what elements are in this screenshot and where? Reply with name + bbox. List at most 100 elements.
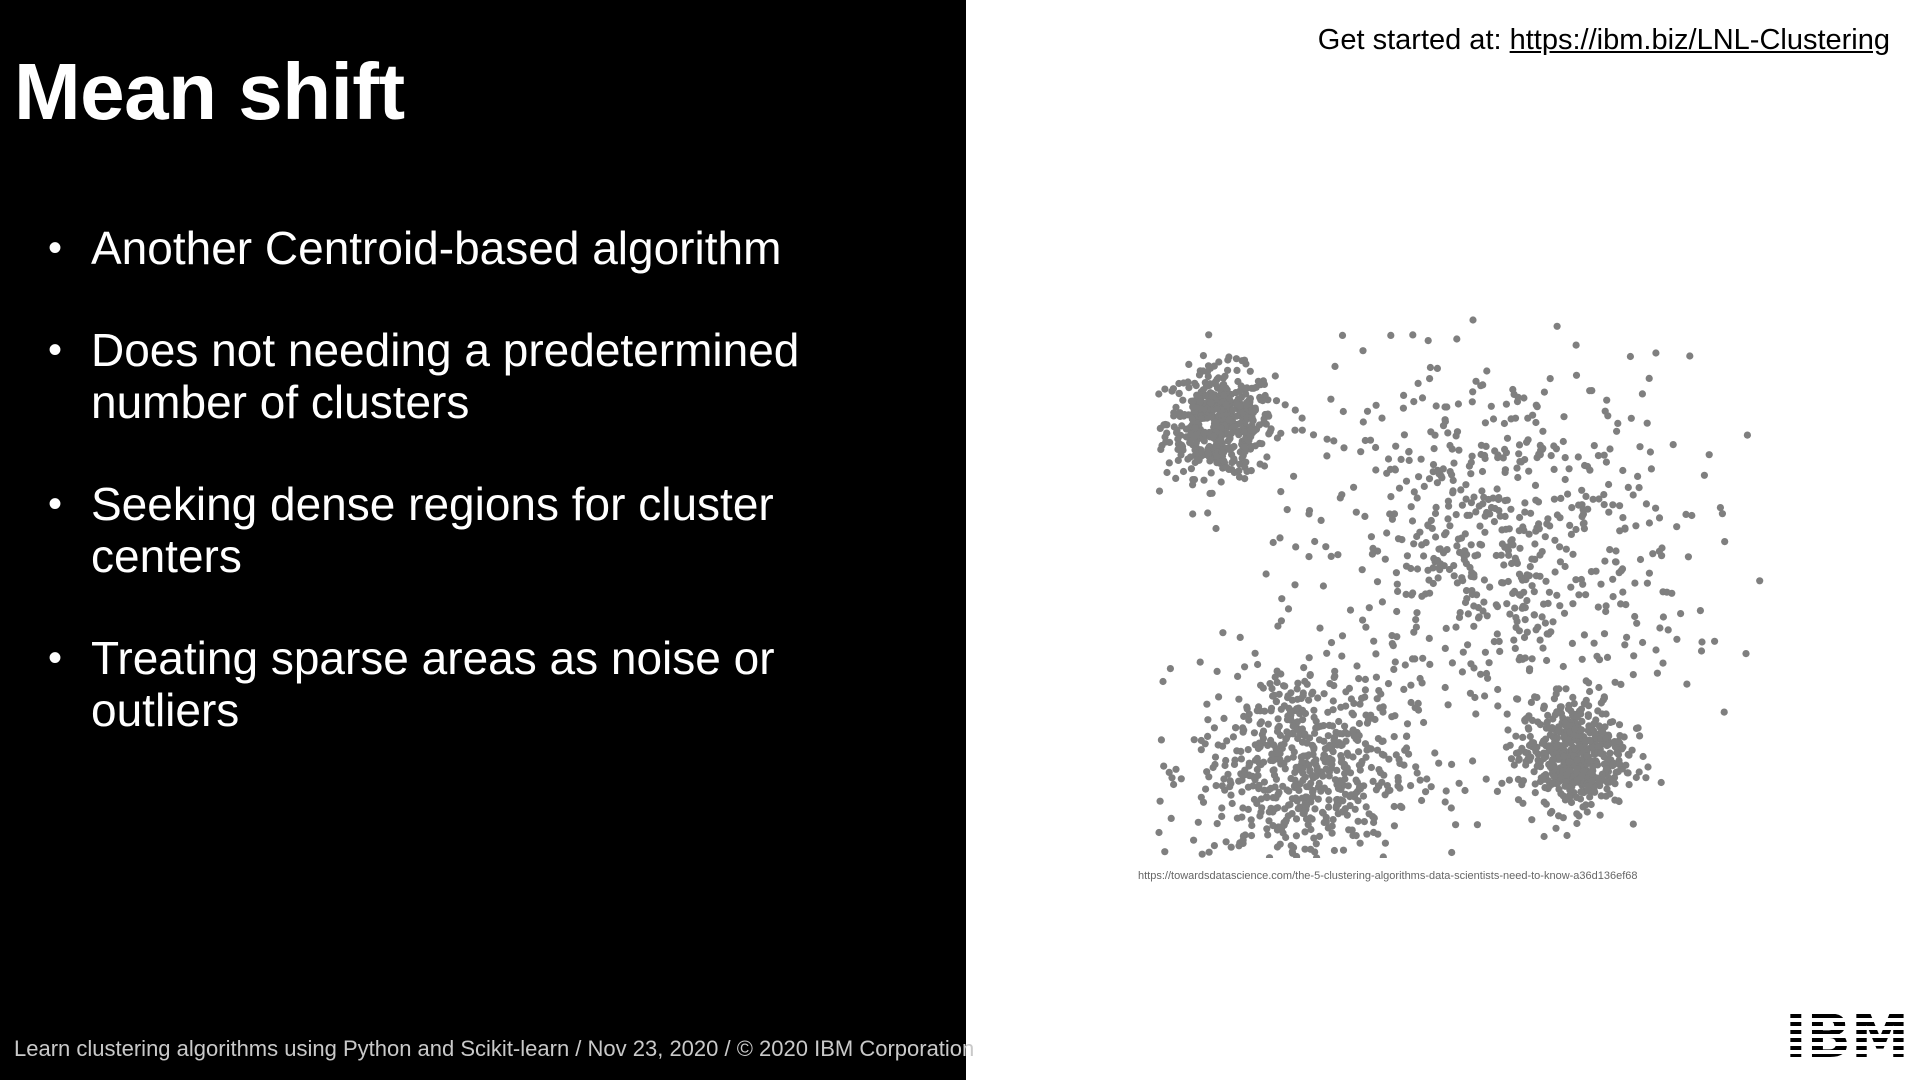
scatter-point: [1205, 331, 1213, 339]
scatter-point: [1220, 775, 1228, 783]
scatter-point: [1365, 810, 1373, 818]
scatter-point: [1329, 748, 1337, 756]
scatter-point: [1586, 687, 1594, 696]
scatter-point: [1157, 736, 1165, 744]
scatter-point: [1323, 435, 1331, 443]
scatter-point: [1502, 400, 1510, 408]
scatter-point: [1413, 609, 1421, 617]
scatter-point: [1166, 438, 1174, 446]
scatter-point: [1293, 685, 1301, 693]
scatter-point: [1315, 736, 1324, 744]
scatter-point: [1350, 483, 1358, 491]
scatter-point: [1354, 817, 1362, 825]
scatter-point: [1220, 457, 1228, 465]
scatter-point: [1623, 633, 1631, 641]
scatter-point: [1205, 848, 1213, 856]
scatter-point: [1560, 413, 1568, 421]
scatter-point: [1220, 380, 1228, 388]
scatter-point: [1247, 442, 1255, 451]
scatter-point: [1341, 722, 1349, 730]
scatter-point: [1426, 660, 1434, 668]
scatter-point: [1504, 726, 1512, 734]
scatter-point: [1211, 418, 1219, 426]
scatter-point: [1656, 624, 1664, 632]
scatter-point: [1612, 547, 1620, 555]
scatter-point: [1642, 500, 1650, 508]
scatter-point: [1415, 473, 1423, 481]
scatter-point: [1573, 776, 1581, 784]
scatter-point: [1305, 761, 1313, 770]
scatter-point: [1277, 741, 1285, 749]
scatter-point: [1700, 471, 1708, 479]
ibm-logo-text: IBM: [1785, 1006, 1909, 1062]
scatter-point: [1174, 456, 1182, 464]
scatter-point: [1614, 419, 1622, 427]
scatter-point: [1325, 803, 1333, 811]
scatter-point: [1401, 746, 1409, 754]
scatter-point: [1211, 753, 1220, 761]
scatter-point: [1519, 733, 1527, 742]
scatter-point: [1634, 472, 1642, 480]
scatter-point: [1455, 446, 1463, 454]
scatter-point: [1429, 579, 1437, 588]
scatter-point: [1303, 793, 1311, 801]
scatter-point: [1624, 750, 1632, 759]
scatter-point: [1390, 802, 1398, 811]
scatter-point: [1311, 537, 1319, 546]
scatter-point: [1230, 442, 1238, 451]
scatter-point: [1328, 822, 1336, 830]
scatter-point: [1203, 368, 1211, 376]
scatter-point: [1470, 570, 1478, 579]
scatter-point: [1295, 786, 1303, 795]
scatter-point: [1322, 543, 1330, 551]
scatter-point: [1242, 390, 1250, 398]
scatter-point: [1299, 706, 1307, 714]
scatter-point: [1682, 510, 1690, 518]
scatter-point: [1373, 578, 1382, 586]
scatter-point: [1220, 391, 1228, 399]
scatter-point: [1544, 711, 1552, 719]
scatter-point: [1596, 811, 1604, 819]
scatter-point: [1292, 543, 1300, 551]
scatter-point: [1495, 637, 1503, 645]
scatter-point: [1157, 445, 1165, 453]
scatter-point: [1514, 473, 1522, 482]
scatter-point: [1520, 394, 1528, 402]
scatter-point: [1638, 390, 1646, 398]
scatter-point: [1600, 693, 1608, 701]
scatter-point: [1305, 654, 1313, 662]
scatter-point: [1504, 577, 1512, 586]
scatter-point: [1571, 725, 1579, 733]
slide-title: Mean shift: [14, 47, 405, 136]
scatter-point: [1603, 778, 1611, 787]
scatter-point: [1463, 595, 1471, 603]
scatter-point: [1233, 747, 1241, 755]
scatter-point: [1361, 675, 1369, 683]
scatter-point: [1339, 407, 1347, 416]
scatter-point: [1349, 726, 1357, 734]
scatter-point: [1396, 802, 1405, 810]
scatter-point: [1636, 732, 1644, 740]
scatter-point: [1521, 499, 1529, 507]
get-started-link[interactable]: https://ibm.biz/LNL-Clustering: [1509, 24, 1890, 56]
scatter-point: [1290, 472, 1298, 480]
scatter-point: [1328, 829, 1336, 837]
scatter-point: [1240, 771, 1248, 779]
scatter-point: [1294, 734, 1302, 743]
scatter-point: [1250, 795, 1258, 804]
scatter-point: [1291, 776, 1299, 784]
scatter-point: [1265, 817, 1273, 825]
scatter-point: [1603, 785, 1611, 793]
scatter-point: [1165, 768, 1173, 777]
scatter-point: [1331, 776, 1339, 784]
scatter-point: [1621, 525, 1629, 533]
scatter-point: [1432, 533, 1440, 541]
scatter-point: [1507, 755, 1516, 763]
scatter-point: [1230, 423, 1239, 431]
scatter-point: [1515, 570, 1524, 578]
scatter-point: [1565, 465, 1573, 473]
scatter-point: [1372, 443, 1380, 452]
scatter-point: [1553, 591, 1561, 599]
scatter-point: [1503, 600, 1511, 608]
scatter-point: [1469, 388, 1477, 396]
